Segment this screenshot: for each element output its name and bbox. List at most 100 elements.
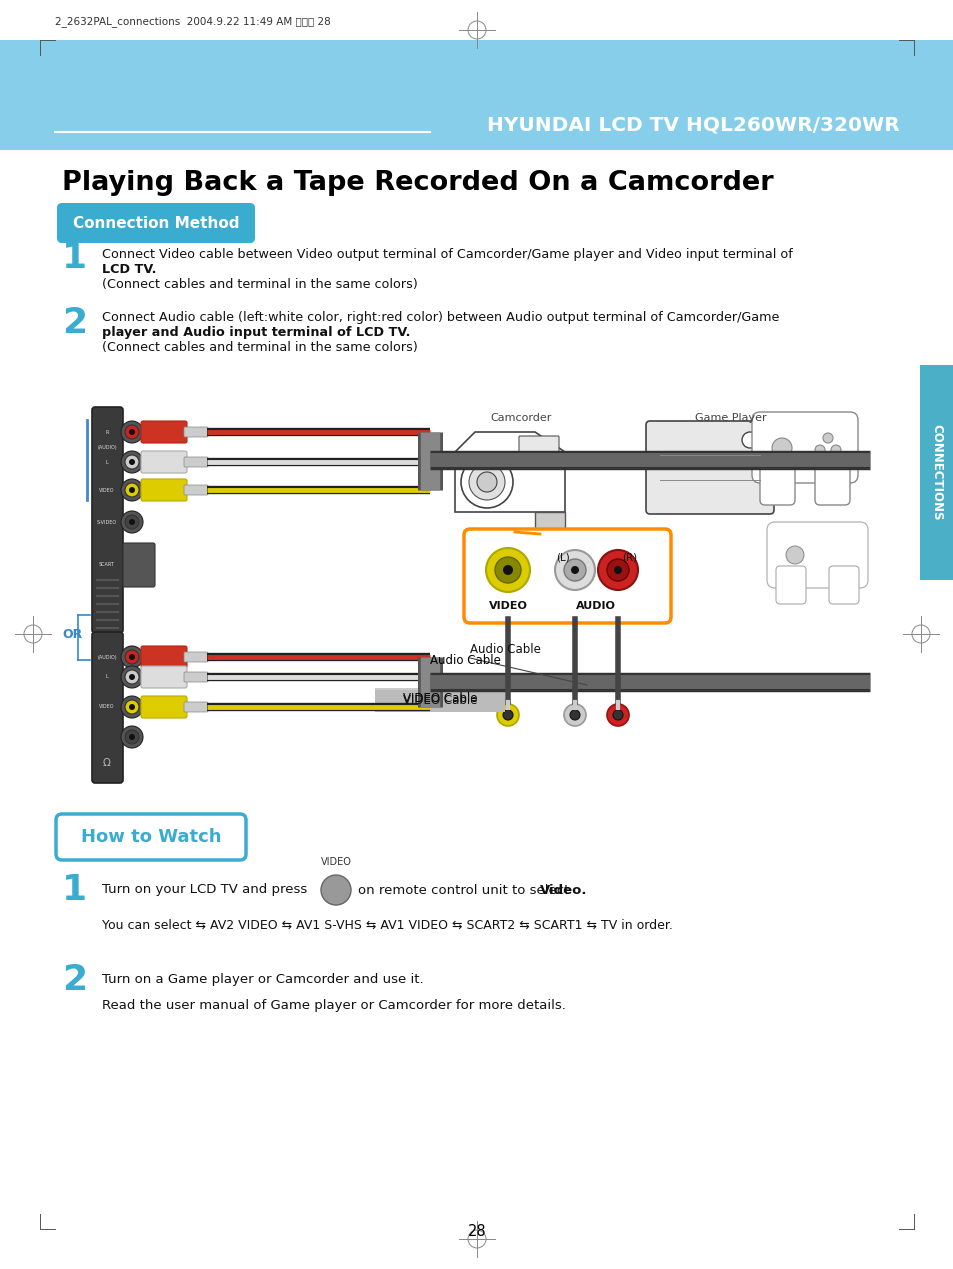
Text: CONNECTIONS: CONNECTIONS bbox=[929, 424, 943, 520]
Text: OR: OR bbox=[62, 628, 82, 642]
Text: (AUDIO): (AUDIO) bbox=[97, 655, 116, 660]
Text: Turn on a Game player or Camcorder and use it.: Turn on a Game player or Camcorder and u… bbox=[102, 973, 423, 986]
Text: 2: 2 bbox=[62, 963, 88, 997]
Circle shape bbox=[129, 654, 135, 660]
Text: VIDEO: VIDEO bbox=[99, 704, 114, 709]
Circle shape bbox=[121, 450, 143, 473]
FancyBboxPatch shape bbox=[141, 450, 187, 473]
Text: VIDEO: VIDEO bbox=[488, 602, 527, 610]
Text: player and Audio input terminal of LCD TV.: player and Audio input terminal of LCD T… bbox=[102, 326, 410, 339]
FancyBboxPatch shape bbox=[814, 459, 849, 505]
Circle shape bbox=[485, 548, 530, 593]
FancyBboxPatch shape bbox=[57, 203, 254, 242]
Text: SCART: SCART bbox=[99, 562, 114, 567]
Text: (L): (L) bbox=[556, 552, 569, 562]
Bar bbox=[375, 688, 504, 709]
Text: 1: 1 bbox=[62, 873, 88, 907]
Text: Audio Cable: Audio Cable bbox=[430, 654, 500, 666]
Text: Audio Cable: Audio Cable bbox=[470, 643, 540, 656]
Bar bbox=[0, 41, 953, 150]
Circle shape bbox=[571, 566, 578, 574]
Circle shape bbox=[129, 674, 135, 680]
Bar bbox=[375, 690, 504, 712]
Text: on remote control unit to select: on remote control unit to select bbox=[357, 883, 573, 896]
Circle shape bbox=[555, 549, 595, 590]
FancyBboxPatch shape bbox=[184, 485, 208, 495]
Circle shape bbox=[460, 456, 513, 508]
FancyBboxPatch shape bbox=[645, 421, 773, 514]
Circle shape bbox=[125, 425, 139, 439]
Text: (Connect cables and terminal in the same colors): (Connect cables and terminal in the same… bbox=[102, 341, 417, 354]
Polygon shape bbox=[455, 431, 564, 511]
Circle shape bbox=[121, 478, 143, 501]
Text: How to Watch: How to Watch bbox=[81, 827, 221, 846]
Circle shape bbox=[598, 549, 638, 590]
Text: Camcorder: Camcorder bbox=[490, 412, 551, 423]
Circle shape bbox=[613, 709, 622, 720]
Circle shape bbox=[125, 670, 139, 684]
FancyBboxPatch shape bbox=[123, 543, 154, 588]
Circle shape bbox=[606, 704, 628, 726]
Text: Turn on your LCD TV and press: Turn on your LCD TV and press bbox=[102, 883, 307, 896]
Text: VIDEO: VIDEO bbox=[99, 487, 114, 492]
Text: Playing Back a Tape Recorded On a Camcorder: Playing Back a Tape Recorded On a Camcor… bbox=[62, 170, 773, 195]
Text: 1: 1 bbox=[62, 241, 88, 275]
Polygon shape bbox=[535, 511, 564, 562]
Circle shape bbox=[563, 560, 585, 581]
Circle shape bbox=[125, 483, 139, 497]
Circle shape bbox=[125, 700, 139, 714]
Text: Connect Audio cable (left:white color, right:red color) between Audio output ter: Connect Audio cable (left:white color, r… bbox=[102, 311, 779, 324]
Text: AUDIO: AUDIO bbox=[576, 602, 616, 610]
Circle shape bbox=[563, 704, 585, 726]
Text: (AUDIO): (AUDIO) bbox=[97, 444, 116, 449]
FancyBboxPatch shape bbox=[775, 566, 805, 604]
Text: HYUNDAI LCD TV HQL260WR/320WR: HYUNDAI LCD TV HQL260WR/320WR bbox=[487, 115, 899, 135]
Circle shape bbox=[497, 704, 518, 726]
Circle shape bbox=[320, 876, 351, 905]
Text: Ω: Ω bbox=[103, 758, 111, 768]
Circle shape bbox=[129, 519, 135, 525]
Circle shape bbox=[502, 709, 513, 720]
Circle shape bbox=[125, 730, 139, 744]
FancyBboxPatch shape bbox=[184, 652, 208, 662]
Circle shape bbox=[129, 487, 135, 492]
Circle shape bbox=[614, 566, 621, 574]
Circle shape bbox=[129, 704, 135, 709]
FancyBboxPatch shape bbox=[184, 673, 208, 681]
FancyBboxPatch shape bbox=[184, 457, 208, 467]
FancyBboxPatch shape bbox=[56, 813, 246, 860]
FancyBboxPatch shape bbox=[184, 426, 208, 437]
FancyBboxPatch shape bbox=[751, 412, 857, 483]
FancyBboxPatch shape bbox=[141, 478, 187, 501]
Text: Read the user manual of Game player or Camcorder for more details.: Read the user manual of Game player or C… bbox=[102, 999, 565, 1011]
Circle shape bbox=[785, 546, 803, 563]
Circle shape bbox=[121, 726, 143, 747]
Text: VIDEO Cable: VIDEO Cable bbox=[402, 694, 476, 708]
Text: Connect Video cable between Video output terminal of Camcorder/Game player and V: Connect Video cable between Video output… bbox=[102, 247, 792, 261]
Text: L: L bbox=[106, 459, 109, 464]
FancyBboxPatch shape bbox=[760, 459, 794, 505]
Circle shape bbox=[121, 421, 143, 443]
Circle shape bbox=[606, 560, 628, 581]
Text: You can select ⇆ AV2 VIDEO ⇆ AV1 S-VHS ⇆ AV1 VIDEO ⇆ SCART2 ⇆ SCART1 ⇆ TV in ord: You can select ⇆ AV2 VIDEO ⇆ AV1 S-VHS ⇆… bbox=[102, 919, 672, 931]
Text: Game Player: Game Player bbox=[695, 412, 766, 423]
Circle shape bbox=[125, 650, 139, 664]
Text: (Connect cables and terminal in the same colors): (Connect cables and terminal in the same… bbox=[102, 278, 417, 291]
Text: VIDEO: VIDEO bbox=[320, 857, 351, 867]
Circle shape bbox=[121, 646, 143, 667]
Circle shape bbox=[129, 459, 135, 464]
FancyBboxPatch shape bbox=[91, 632, 123, 783]
Circle shape bbox=[121, 695, 143, 718]
Circle shape bbox=[121, 511, 143, 533]
FancyBboxPatch shape bbox=[141, 646, 187, 667]
FancyBboxPatch shape bbox=[141, 421, 187, 443]
Text: VIDEO Cable: VIDEO Cable bbox=[402, 693, 476, 706]
Circle shape bbox=[741, 431, 758, 448]
Circle shape bbox=[469, 464, 504, 500]
Text: 28: 28 bbox=[467, 1225, 486, 1240]
Circle shape bbox=[814, 445, 824, 456]
Text: L: L bbox=[106, 675, 109, 679]
FancyBboxPatch shape bbox=[91, 407, 123, 633]
Circle shape bbox=[129, 429, 135, 435]
Circle shape bbox=[569, 709, 579, 720]
